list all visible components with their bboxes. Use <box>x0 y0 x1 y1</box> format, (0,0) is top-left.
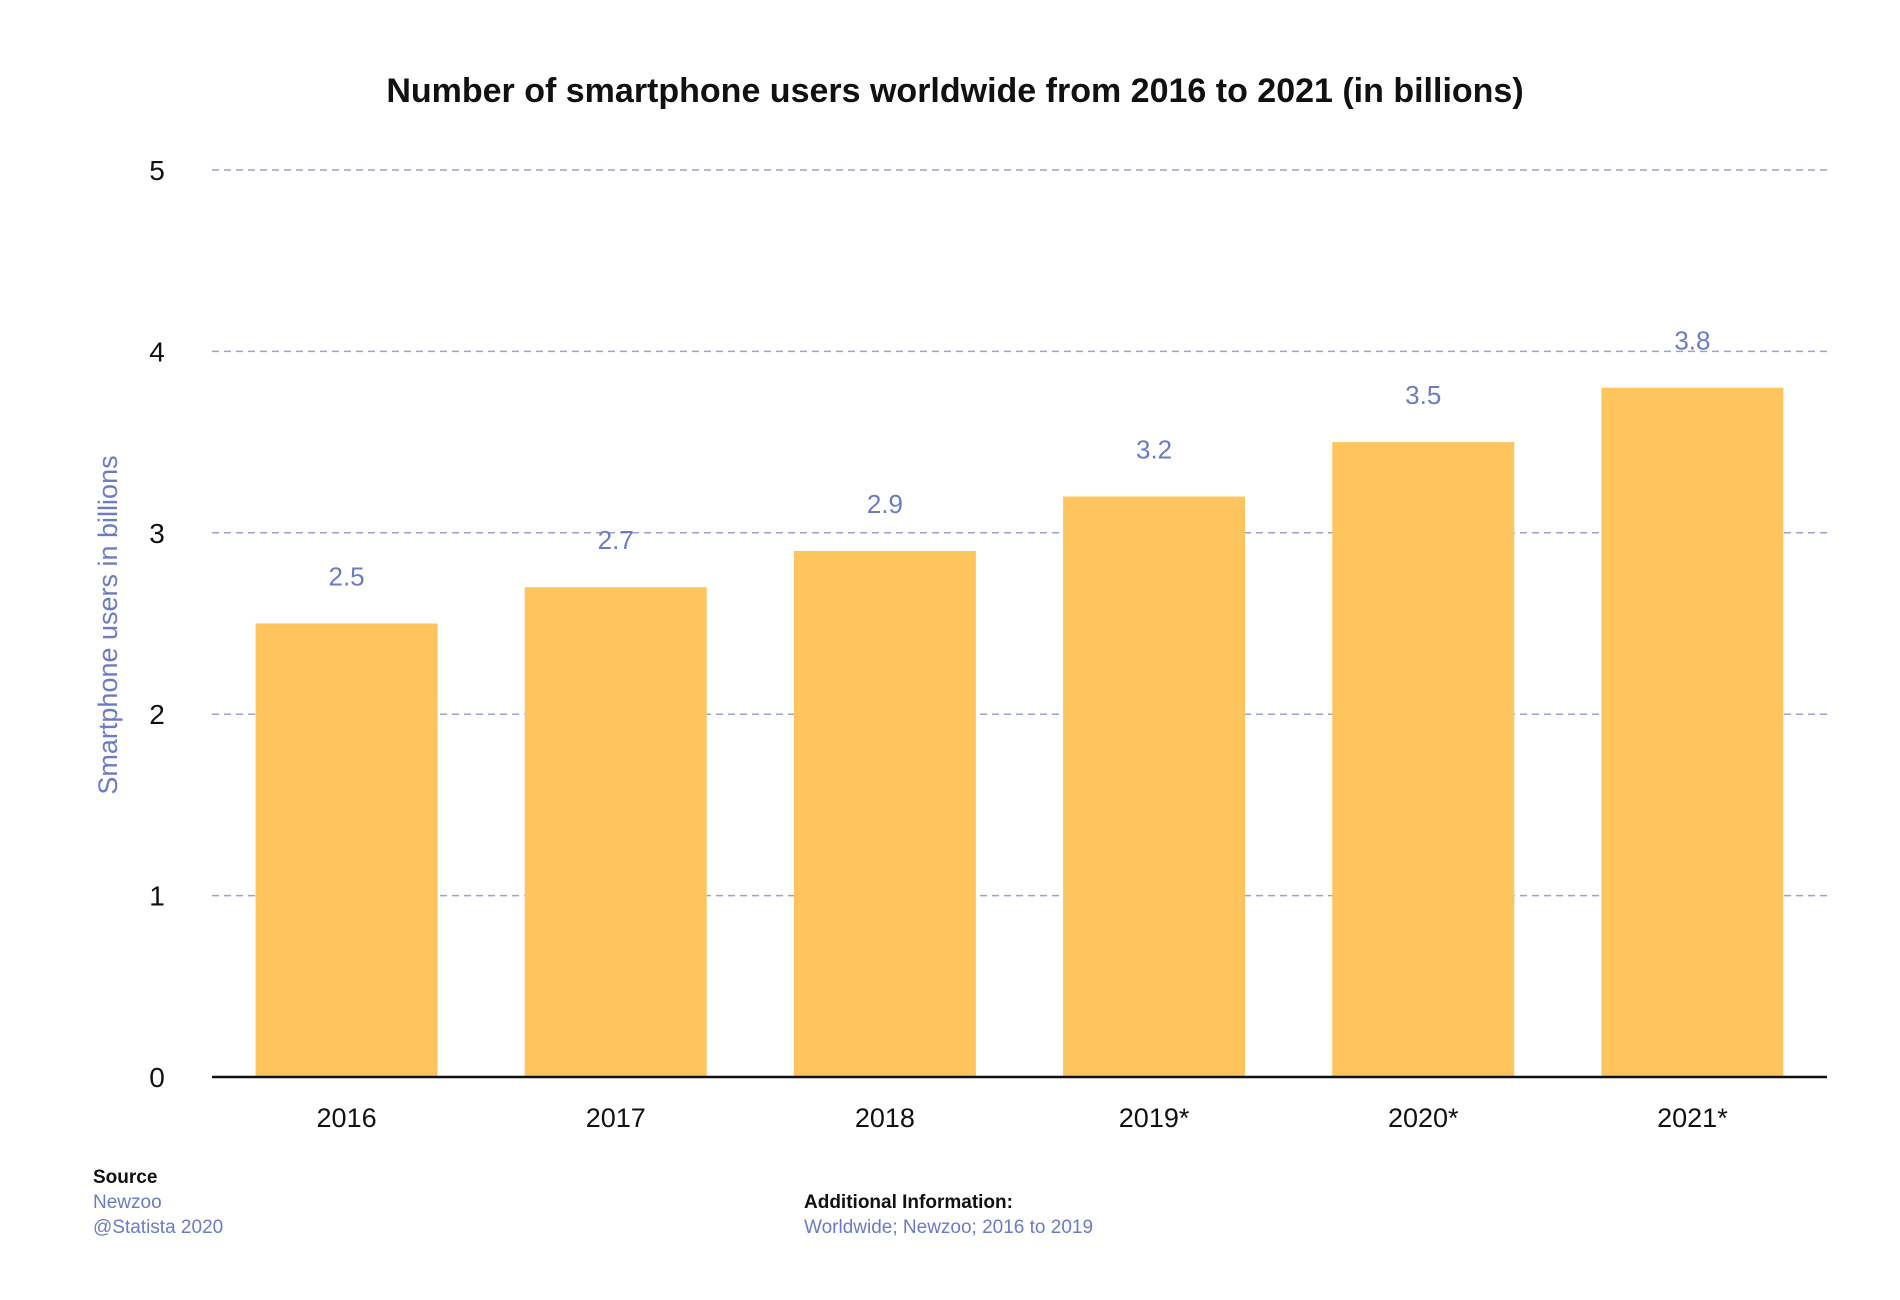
value-label-2018: 2.9 <box>867 489 903 519</box>
y-axis-ticks: 0 1 2 3 4 5 <box>149 155 165 1093</box>
bars <box>255 387 1784 1078</box>
chart-title: Number of smartphone users worldwide fro… <box>386 72 1523 110</box>
value-label-2019: 3.2 <box>1136 435 1172 465</box>
value-label-2016: 2.5 <box>329 562 365 592</box>
y-tick-label-2: 2 <box>149 699 165 730</box>
additional-info-line: Worldwide; Newzoo; 2016 to 2019 <box>804 1217 1094 1238</box>
bar-2021 <box>1601 387 1784 1077</box>
additional-info-heading: Additional Information: <box>804 1192 1013 1213</box>
y-tick-label-0: 0 <box>149 1062 165 1093</box>
source-line-publisher: Newzoo <box>93 1192 162 1213</box>
x-tick-label-2020: 2020* <box>1388 1103 1459 1133</box>
bar-2016 <box>255 623 438 1077</box>
x-tick-label-2016: 2016 <box>317 1103 377 1133</box>
x-tick-label-2018: 2018 <box>855 1103 915 1133</box>
value-label-2017: 2.7 <box>598 525 634 555</box>
gridlines <box>212 169 1827 897</box>
x-tick-label-2021: 2021* <box>1657 1103 1728 1133</box>
y-tick-label-4: 4 <box>149 336 165 367</box>
source-block: Source Newzoo @Statista 2020 <box>93 1165 223 1240</box>
source-line-copyright: @Statista 2020 <box>93 1217 224 1238</box>
source-heading: Source <box>93 1167 158 1188</box>
y-tick-label-5: 5 <box>149 155 165 186</box>
value-label-2020: 3.5 <box>1405 380 1441 410</box>
y-tick-label-1: 1 <box>149 881 165 912</box>
bar-2019 <box>1063 496 1246 1077</box>
x-axis-ticks: 2016 2017 2018 2019* 2020* 2021* <box>317 1103 1729 1133</box>
x-tick-label-2017: 2017 <box>586 1103 646 1133</box>
additional-info-block: Additional Information: Worldwide; Newzo… <box>804 1190 1093 1240</box>
value-labels: 2.5 2.7 2.9 3.2 3.5 3.8 <box>329 326 1711 592</box>
y-tick-label-3: 3 <box>149 518 165 549</box>
bar-2020 <box>1332 442 1515 1078</box>
bar-2017 <box>524 587 707 1077</box>
value-label-2021: 3.8 <box>1674 326 1710 356</box>
y-axis-label: Smartphone users in billions <box>93 455 123 794</box>
x-tick-label-2019: 2019* <box>1119 1103 1190 1133</box>
bar-2018 <box>793 550 976 1077</box>
